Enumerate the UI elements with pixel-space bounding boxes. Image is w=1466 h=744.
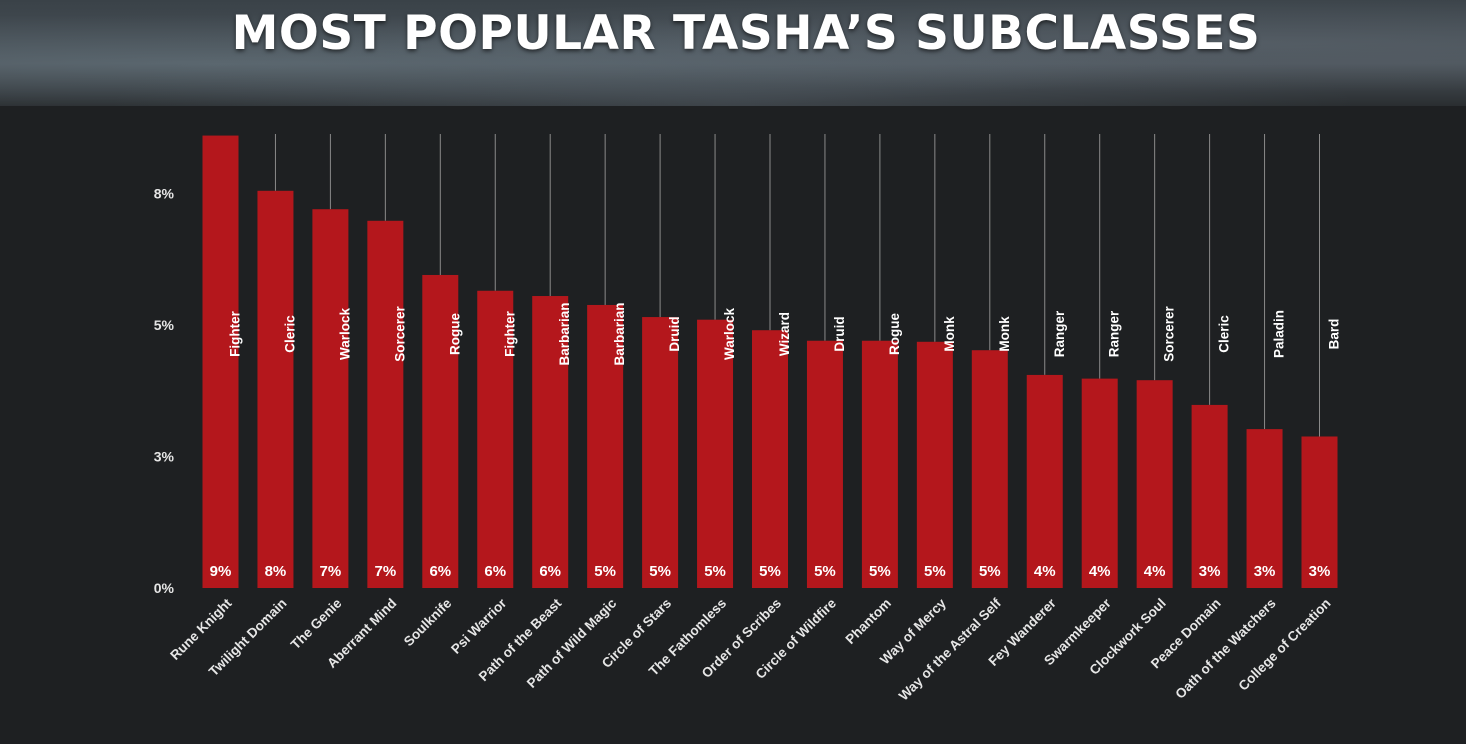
y-tick-label: 3% bbox=[154, 448, 175, 464]
x-tick-label: Way of the Astral Self bbox=[896, 595, 1004, 703]
x-tick-label: Phantom bbox=[843, 596, 894, 647]
x-tick-label: The Genie bbox=[288, 595, 345, 652]
class-label: Druid bbox=[832, 316, 847, 351]
y-axis: 0% 3% 5% 8% bbox=[154, 185, 175, 596]
bar bbox=[312, 209, 349, 588]
bar bbox=[1081, 378, 1118, 588]
bar bbox=[806, 340, 843, 588]
data-label: 6% bbox=[484, 563, 506, 580]
data-label: 3% bbox=[1199, 563, 1221, 580]
data-label: 5% bbox=[869, 563, 891, 580]
bar bbox=[202, 135, 239, 588]
bar bbox=[971, 350, 1008, 588]
title-banner: MOST POPULAR TASHA’S SUBCLASSES bbox=[0, 0, 1466, 106]
x-tick-label: Soulknife bbox=[401, 595, 455, 649]
x-tick-label: Oath of the Watchers bbox=[1172, 596, 1278, 702]
data-label: 5% bbox=[979, 563, 1001, 580]
data-label: 5% bbox=[924, 563, 946, 580]
data-label: 5% bbox=[814, 563, 836, 580]
data-label: 6% bbox=[429, 563, 451, 580]
class-label: Warlock bbox=[722, 308, 737, 361]
class-label: Druid bbox=[667, 316, 682, 351]
bar bbox=[1246, 429, 1283, 588]
class-label: Ranger bbox=[1107, 310, 1122, 357]
bar bbox=[697, 319, 734, 588]
y-tick-label: 8% bbox=[154, 185, 175, 201]
class-label: Barbarian bbox=[557, 302, 572, 365]
bar bbox=[752, 330, 788, 588]
data-label: 7% bbox=[320, 563, 342, 580]
class-label: Fighter bbox=[502, 310, 517, 356]
bar bbox=[1301, 436, 1338, 588]
bar bbox=[1026, 374, 1063, 588]
bar bbox=[422, 274, 459, 588]
data-labels: 9% 8% 7% 7% 6% 6% 6% 5% 5% 5% 5% 5% 5% 5% 5% 4% 4% 4% 3% 3%… bbox=[210, 563, 1331, 580]
data-label: 5% bbox=[649, 563, 671, 580]
class-label: Barbarian bbox=[612, 302, 627, 365]
data-label: 4% bbox=[1089, 563, 1111, 580]
bar bbox=[861, 340, 898, 588]
bar bbox=[642, 317, 679, 588]
class-label: Fighter bbox=[228, 310, 243, 356]
data-label: 6% bbox=[539, 563, 561, 580]
class-label: Rogue bbox=[447, 313, 462, 355]
class-label: Ranger bbox=[1052, 310, 1067, 357]
bar bbox=[1136, 380, 1173, 588]
x-tick-label: Path of Wild Magic bbox=[524, 595, 620, 691]
x-tick-label: College of Creation bbox=[1235, 596, 1333, 694]
bar bbox=[477, 290, 514, 588]
bar bbox=[587, 304, 624, 588]
data-label: 5% bbox=[704, 563, 726, 580]
bar bbox=[1191, 404, 1228, 588]
class-label: Cleric bbox=[1217, 315, 1232, 353]
class-label: Rogue bbox=[887, 313, 902, 355]
class-labels: Fighter Cleric Warlock Sorcerer Rogue Fighter… bbox=[228, 302, 1342, 365]
class-label: Sorcerer bbox=[392, 305, 407, 361]
bar bbox=[257, 190, 294, 588]
class-label: Monk bbox=[997, 316, 1012, 352]
data-label: 4% bbox=[1144, 563, 1166, 580]
data-label: 7% bbox=[375, 563, 397, 580]
class-label: Bard bbox=[1327, 319, 1342, 350]
y-tick-label: 5% bbox=[154, 317, 175, 333]
class-label: Paladin bbox=[1272, 310, 1287, 358]
class-label: Cleric bbox=[282, 315, 297, 353]
class-label: Wizard bbox=[777, 312, 792, 356]
data-label: 8% bbox=[265, 563, 287, 580]
bar bbox=[532, 296, 569, 588]
data-label: 5% bbox=[759, 563, 781, 580]
chart-title: MOST POPULAR TASHA’S SUBCLASSES bbox=[231, 6, 1261, 61]
class-label: Monk bbox=[942, 316, 957, 352]
class-label: Sorcerer bbox=[1162, 305, 1177, 361]
bar bbox=[367, 220, 404, 588]
class-label: Warlock bbox=[337, 308, 352, 361]
class-label-leader-lines bbox=[274, 134, 1320, 437]
data-label: 3% bbox=[1309, 563, 1331, 580]
y-tick-label: 0% bbox=[154, 580, 175, 596]
data-label: 5% bbox=[594, 563, 616, 580]
data-label: 9% bbox=[210, 563, 232, 580]
bars bbox=[202, 135, 1338, 588]
data-label: 3% bbox=[1254, 563, 1276, 580]
data-label: 4% bbox=[1034, 563, 1056, 580]
bar bbox=[916, 341, 953, 588]
